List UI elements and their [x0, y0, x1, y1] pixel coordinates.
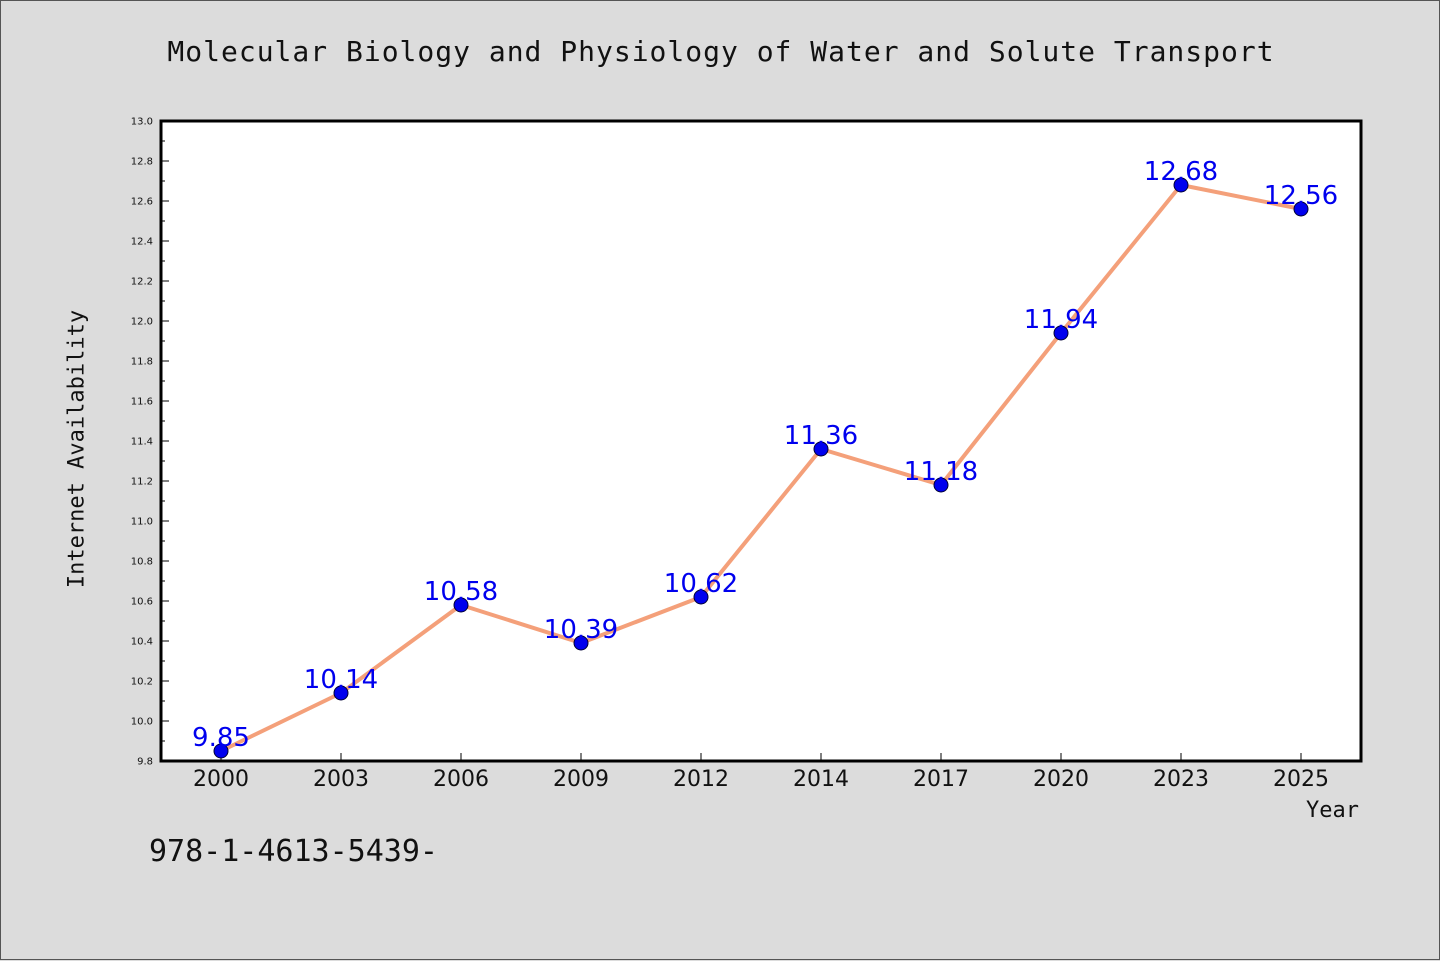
y-tick-label: 10.4 — [131, 637, 153, 648]
y-tick-label: 12.8 — [131, 157, 153, 168]
plot-area — [159, 119, 1363, 763]
data-label: 9.85 — [192, 723, 250, 753]
y-tick-label: 11.4 — [131, 437, 153, 448]
y-tick-label: 10.2 — [131, 677, 153, 688]
data-point — [1173, 177, 1189, 193]
x-tick-label: 2000 — [193, 767, 249, 792]
data-label: 11.36 — [784, 421, 858, 451]
data-label: 10.62 — [664, 569, 738, 599]
y-tick-label: 9.8 — [137, 757, 153, 768]
x-tick-label: 2025 — [1273, 767, 1329, 792]
x-tick-label: 2023 — [1153, 767, 1209, 792]
x-axis-label: Year — [1306, 798, 1359, 823]
y-tick-label: 10.8 — [131, 557, 153, 568]
y-tick-label: 11.2 — [131, 477, 153, 488]
data-label: 10.14 — [304, 665, 378, 695]
data-point — [453, 597, 469, 613]
y-tick-label: 10.0 — [131, 717, 153, 728]
x-tick-label: 2017 — [913, 767, 969, 792]
y-tick-label: 12.0 — [131, 317, 153, 328]
x-tick-label: 2003 — [313, 767, 369, 792]
data-label: 12.56 — [1264, 181, 1338, 211]
x-tick-label: 2014 — [793, 767, 849, 792]
y-tick-label: 12.4 — [131, 237, 153, 248]
y-tick-label: 10.6 — [131, 597, 153, 608]
y-tick-label: 11.8 — [131, 357, 153, 368]
data-label: 12.68 — [1144, 157, 1218, 187]
data-point — [1293, 201, 1309, 217]
y-tick-label: 12.2 — [131, 277, 153, 288]
series-line — [220, 183, 1302, 753]
y-tick-label: 13.0 — [131, 117, 153, 128]
data-point — [693, 589, 709, 605]
data-point — [933, 477, 949, 493]
x-axis-ticks: 2000 2003 2006 2009 2012 2014 2017 2020 2023 2025 — [193, 753, 1329, 792]
x-tick-label: 2006 — [433, 767, 489, 792]
data-label: 10.58 — [424, 577, 498, 607]
data-point — [213, 743, 229, 759]
data-label: 11.94 — [1024, 305, 1098, 335]
data-point — [813, 441, 829, 457]
chart-title: Molecular Biology and Physiology of Wate… — [167, 35, 1275, 68]
data-label: 10.39 — [544, 615, 618, 645]
data-point — [573, 635, 589, 651]
x-tick-label: 2012 — [673, 767, 729, 792]
y-tick-label: 11.0 — [131, 517, 153, 528]
y-tick-label: 11.6 — [131, 397, 153, 408]
data-label: 11.18 — [904, 457, 978, 487]
y-tick-label: 12.6 — [131, 197, 153, 208]
data-point — [1053, 325, 1069, 341]
data-point — [333, 685, 349, 701]
series-group: 9.85 10.14 10.58 10.39 10.62 11.36 11.18 11.94 1… — [192, 157, 1338, 759]
x-tick-label: 2009 — [553, 767, 609, 792]
x-tick-label: 2020 — [1033, 767, 1089, 792]
y-axis-ticks: 9.8 10.0 10.2 10.4 10.6 10.8 11.0 11.2 11.4 11.6 1… — [131, 117, 169, 768]
isbn-text: 978-1-4613-5439- — [149, 834, 438, 869]
